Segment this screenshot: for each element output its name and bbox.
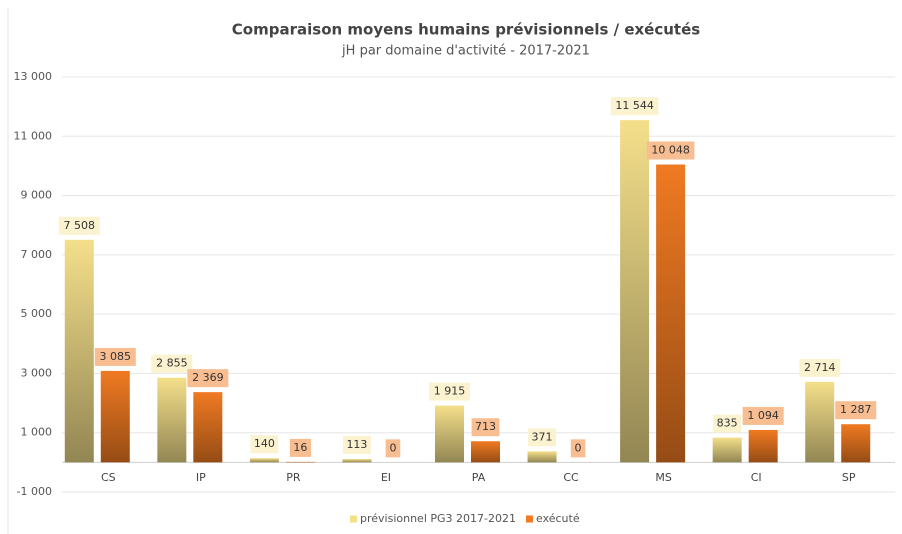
- value-label-box: [187, 369, 229, 388]
- x-tick-label: SP: [842, 471, 856, 484]
- value-label-box: [385, 439, 401, 458]
- value-label-box: [151, 354, 193, 373]
- value-label-box: [343, 436, 371, 455]
- value-label: 1 287: [840, 403, 872, 416]
- value-label-box: [610, 97, 659, 116]
- bar: [193, 392, 223, 463]
- bar: [249, 458, 279, 463]
- value-label: 835: [717, 417, 738, 430]
- chart-title: Comparaison moyens humains prévisionnels…: [232, 21, 700, 39]
- y-tick-label: 1 000: [21, 426, 53, 439]
- x-tick-label: CC: [563, 471, 579, 484]
- bar: [712, 437, 742, 463]
- value-label: 7 508: [64, 219, 96, 232]
- value-label: 1 094: [747, 409, 779, 422]
- value-label: 10 048: [651, 144, 690, 157]
- value-label: 713: [475, 420, 496, 433]
- value-label-box: [570, 439, 586, 458]
- bar: [656, 164, 686, 463]
- bar: [805, 381, 835, 463]
- bar: [841, 424, 871, 463]
- value-label-box: [835, 401, 877, 420]
- y-tick-label: 7 000: [21, 248, 53, 261]
- value-label-box: [646, 141, 695, 160]
- value-label-box: [250, 435, 279, 454]
- value-label: 11 544: [615, 99, 654, 112]
- x-tick-label: MS: [655, 471, 671, 484]
- y-tick-label: 11 000: [14, 129, 53, 142]
- value-label-box: [289, 438, 311, 457]
- bar: [748, 429, 778, 463]
- bar: [471, 441, 500, 463]
- value-label: 0: [575, 441, 582, 454]
- value-label: 16: [293, 441, 307, 454]
- legend-label: exécuté: [536, 512, 580, 525]
- value-label: 371: [532, 430, 553, 443]
- y-tick-label: 5 000: [21, 307, 53, 320]
- bar: [435, 405, 464, 463]
- value-label: 2 714: [804, 361, 836, 374]
- x-tick-label: CS: [101, 471, 116, 484]
- value-label-box: [528, 428, 556, 447]
- bar: [620, 120, 650, 463]
- value-label: 2 855: [156, 357, 188, 370]
- legend-swatch: [350, 515, 357, 523]
- x-tick-label: PR: [286, 471, 301, 484]
- x-tick-label: IP: [196, 471, 206, 484]
- value-label-box: [58, 216, 100, 235]
- y-tick-label: 9 000: [21, 189, 53, 202]
- bar: [100, 370, 130, 463]
- x-tick-label: EI: [381, 471, 391, 484]
- value-label: 0: [389, 441, 396, 454]
- y-tick-label: 3 000: [21, 366, 53, 379]
- x-tick-label: PA: [472, 471, 486, 484]
- legend-swatch: [526, 515, 533, 523]
- y-tick-label: 13 000: [14, 70, 53, 83]
- value-label-box: [742, 406, 784, 425]
- value-label: 2 369: [192, 371, 224, 384]
- bar: [527, 451, 557, 463]
- chart-subtitle: jH par domaine d'activité - 2017-2021: [341, 44, 590, 59]
- bar: [157, 377, 187, 463]
- value-label-box: [94, 347, 136, 366]
- bar: [342, 459, 372, 463]
- value-label-box: [713, 414, 742, 433]
- x-tick-label: CI: [751, 471, 762, 484]
- value-label-box: [471, 418, 500, 437]
- y-tick-label: -1 000: [17, 485, 52, 498]
- legend-label: prévisionnel PG3 2017-2021: [360, 512, 516, 525]
- value-label-box: [799, 358, 841, 377]
- value-label: 1 915: [434, 385, 466, 398]
- value-label: 113: [346, 438, 367, 451]
- value-label: 3 085: [100, 350, 132, 363]
- value-label-box: [429, 382, 470, 401]
- value-label: 140: [254, 437, 275, 450]
- bar: [64, 239, 94, 463]
